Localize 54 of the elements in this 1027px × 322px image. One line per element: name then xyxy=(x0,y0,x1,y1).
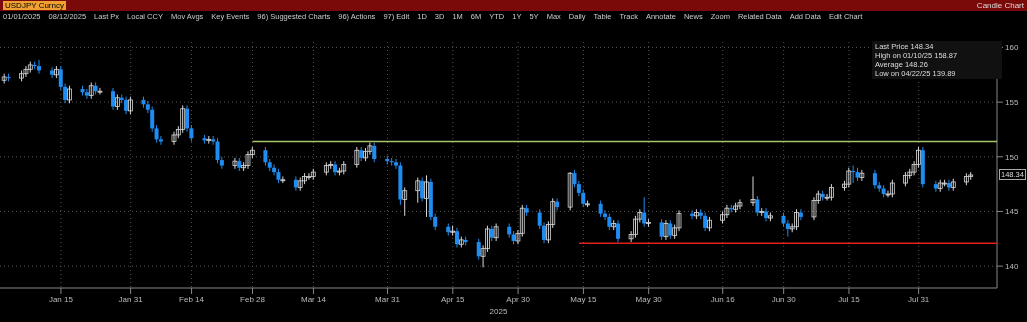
candlestick xyxy=(616,219,621,243)
x-tick-label: Jun 30 xyxy=(771,294,797,304)
candlestick xyxy=(424,174,429,218)
x-tick-label: May 15 xyxy=(570,294,598,304)
candlestick xyxy=(642,196,647,228)
candlestick xyxy=(372,142,377,163)
candlestick xyxy=(293,175,298,192)
y-tick-label: 145 xyxy=(1005,207,1019,217)
x-tick-label: Jul 31 xyxy=(907,294,930,304)
candlestick xyxy=(23,65,29,78)
x-tick-label: Jun 16 xyxy=(710,294,736,304)
candlestick xyxy=(798,208,803,221)
candlestick xyxy=(306,172,312,181)
candlestick xyxy=(415,177,421,204)
candlestick xyxy=(555,197,560,211)
candlestick xyxy=(111,87,116,111)
candlestick xyxy=(272,163,277,176)
candlestick xyxy=(737,198,743,210)
candlestick xyxy=(84,88,89,100)
x-tick-label: Jul 15 xyxy=(838,294,861,304)
candlestick xyxy=(180,104,186,134)
chart-title: USDJPY Curncy xyxy=(3,1,66,10)
candlestick xyxy=(750,175,756,207)
candlestick xyxy=(263,146,268,167)
candlestick xyxy=(872,169,877,190)
candlestick xyxy=(933,180,938,193)
x-axis-title: 2025 xyxy=(489,307,508,316)
candlestick xyxy=(420,177,425,203)
chart-subtitle: Candle Chart xyxy=(976,1,1024,10)
x-tick-label: Mar 31 xyxy=(375,294,401,304)
candlestick xyxy=(755,195,760,217)
x-tick-label: May 30 xyxy=(635,294,663,304)
x-tick-label: Mar 14 xyxy=(301,294,327,304)
y-tick-label: 140 xyxy=(1005,261,1019,271)
y-tick-label: 160 xyxy=(1005,43,1019,53)
candlestick xyxy=(37,59,42,75)
y-tick-label: 150 xyxy=(1005,152,1019,162)
x-tick-label: Feb 14 xyxy=(179,294,205,304)
x-tick-label: Jan 31 xyxy=(118,294,144,304)
candlestick xyxy=(663,219,669,241)
x-tick-label: Jan 15 xyxy=(48,294,74,304)
candlestick xyxy=(668,219,673,240)
candlestick xyxy=(150,106,155,133)
y-tick-label: 155 xyxy=(1005,97,1019,107)
candlestick xyxy=(828,183,834,202)
candlestick xyxy=(88,81,94,100)
x-tick-label: Feb 28 xyxy=(240,294,266,304)
candlestick xyxy=(846,167,852,188)
x-tick-label: Apr 30 xyxy=(506,294,531,304)
candlestick xyxy=(794,208,799,231)
candlestick xyxy=(114,93,120,111)
x-tick-label: Apr 15 xyxy=(441,294,466,304)
candlestick xyxy=(402,186,408,217)
candlestick xyxy=(97,87,103,95)
